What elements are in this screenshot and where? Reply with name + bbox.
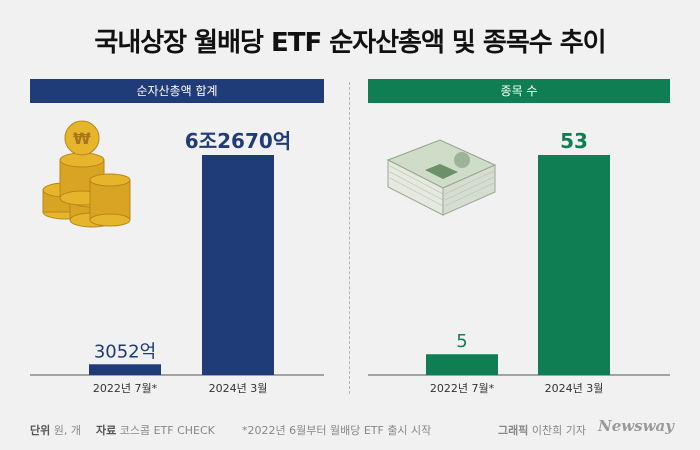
- gold-coins-icon: ₩: [42, 120, 131, 228]
- chart-net-assets: 3052억 2022년 7월* 6조2670억 2024년 3월: [89, 129, 291, 395]
- page-title: 국내상장 월배당 ETF 순자산총액 및 종목수 추이: [94, 28, 606, 58]
- panel-header-fund-count: 종목 수: [368, 79, 670, 103]
- footer-credit-label: 그래픽: [498, 424, 529, 437]
- panel-header-net-assets: 순자산총액 합계: [30, 79, 324, 103]
- footer-unit-label: 단위: [30, 424, 51, 437]
- footer-credit-value: 이찬희 기자: [531, 424, 586, 437]
- net-assets-value-label-0: 3052억: [94, 341, 156, 362]
- fund-count-category-label-1: 2024년 3월: [545, 382, 604, 395]
- net-assets-value-label-1: 6조2670억: [185, 129, 291, 153]
- panel-divider: [349, 82, 350, 394]
- fund-count-category-label-0: 2022년 7월*: [430, 382, 495, 395]
- net-assets-category-label-1: 2024년 3월: [209, 382, 268, 395]
- money-stack-icon: [386, 139, 497, 216]
- chart-fund-count: 5 2022년 7월* 53 2024년 3월: [426, 129, 610, 395]
- footer-source-value: 코스콤 ETF CHECK: [119, 424, 215, 437]
- footer-unit-value: 원, 개: [53, 424, 81, 437]
- net-assets-bar-1: [202, 155, 274, 375]
- fund-count-bar-1: [538, 155, 610, 375]
- net-assets-bar-0: [89, 364, 161, 375]
- fund-count-value-label-1: 53: [560, 129, 588, 153]
- net-assets-category-label-0: 2022년 7월*: [93, 382, 158, 395]
- footer-credit: 그래픽 이찬희 기자: [498, 422, 586, 438]
- footer-source-label: 자료: [96, 424, 117, 437]
- svg-text:₩: ₩: [73, 129, 91, 148]
- brand-logo: Newsway: [598, 417, 674, 435]
- footer-unit: 단위 원, 개: [30, 422, 81, 438]
- footer-source: 자료 코스콤 ETF CHECK: [96, 422, 215, 438]
- fund-count-bar-0: [426, 354, 498, 375]
- footer-note: *2022년 6월부터 월배당 ETF 출시 시작: [242, 424, 432, 437]
- fund-count-value-label-0: 5: [456, 331, 467, 352]
